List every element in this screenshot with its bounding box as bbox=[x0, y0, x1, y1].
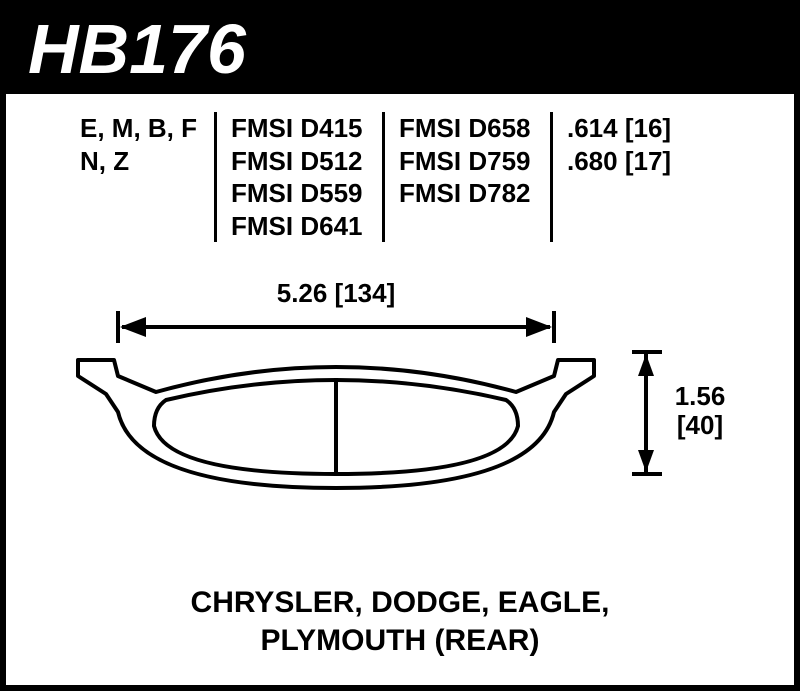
spec-columns: E, M, B, F N, Z FMSI D415 FMSI D512 FMSI… bbox=[6, 94, 794, 242]
fmsi-code: FMSI D512 bbox=[231, 145, 368, 178]
fmsi-code: FMSI D782 bbox=[399, 177, 536, 210]
fmsi-code: FMSI D415 bbox=[231, 112, 368, 145]
applications-line: PLYMOUTH (REAR) bbox=[6, 622, 794, 660]
height-mm: [40] bbox=[677, 410, 723, 440]
thickness-value: .614 [16] bbox=[567, 112, 686, 145]
applications-text: CHRYSLER, DODGE, EAGLE, PLYMOUTH (REAR) bbox=[6, 584, 794, 659]
part-number: HB176 bbox=[28, 14, 794, 84]
height-arrow-icon bbox=[632, 350, 662, 480]
compounds-column: E, M, B, F N, Z bbox=[66, 112, 214, 242]
thickness-value: .680 [17] bbox=[567, 145, 686, 178]
fmsi-code: FMSI D658 bbox=[399, 112, 536, 145]
width-arrow-icon bbox=[116, 311, 556, 343]
fmsi-code: FMSI D641 bbox=[231, 210, 368, 243]
fmsi-code: FMSI D759 bbox=[399, 145, 536, 178]
compound-line: N, Z bbox=[80, 145, 200, 178]
spec-sheet: HB176 E, M, B, F N, Z FMSI D415 FMSI D51… bbox=[0, 0, 800, 691]
applications-line: CHRYSLER, DODGE, EAGLE, bbox=[6, 584, 794, 622]
header-bar: HB176 bbox=[6, 6, 794, 94]
height-inches: 1.56 bbox=[675, 381, 726, 411]
thickness-column: .614 [16] .680 [17] bbox=[550, 112, 700, 242]
diagram-area: 5.26 [134] bbox=[6, 278, 794, 568]
fmsi-column-2: FMSI D658 FMSI D759 FMSI D782 bbox=[382, 112, 550, 242]
fmsi-column-1: FMSI D415 FMSI D512 FMSI D559 FMSI D641 bbox=[214, 112, 382, 242]
height-dimension-label: 1.56 [40] bbox=[660, 382, 740, 439]
compound-line: E, M, B, F bbox=[80, 112, 200, 145]
fmsi-code: FMSI D559 bbox=[231, 177, 368, 210]
width-dimension: 5.26 [134] bbox=[116, 278, 556, 343]
width-dimension-label: 5.26 [134] bbox=[116, 278, 556, 309]
height-dimension: 1.56 [40] bbox=[632, 350, 772, 480]
brake-pad-outline-icon bbox=[66, 348, 606, 498]
